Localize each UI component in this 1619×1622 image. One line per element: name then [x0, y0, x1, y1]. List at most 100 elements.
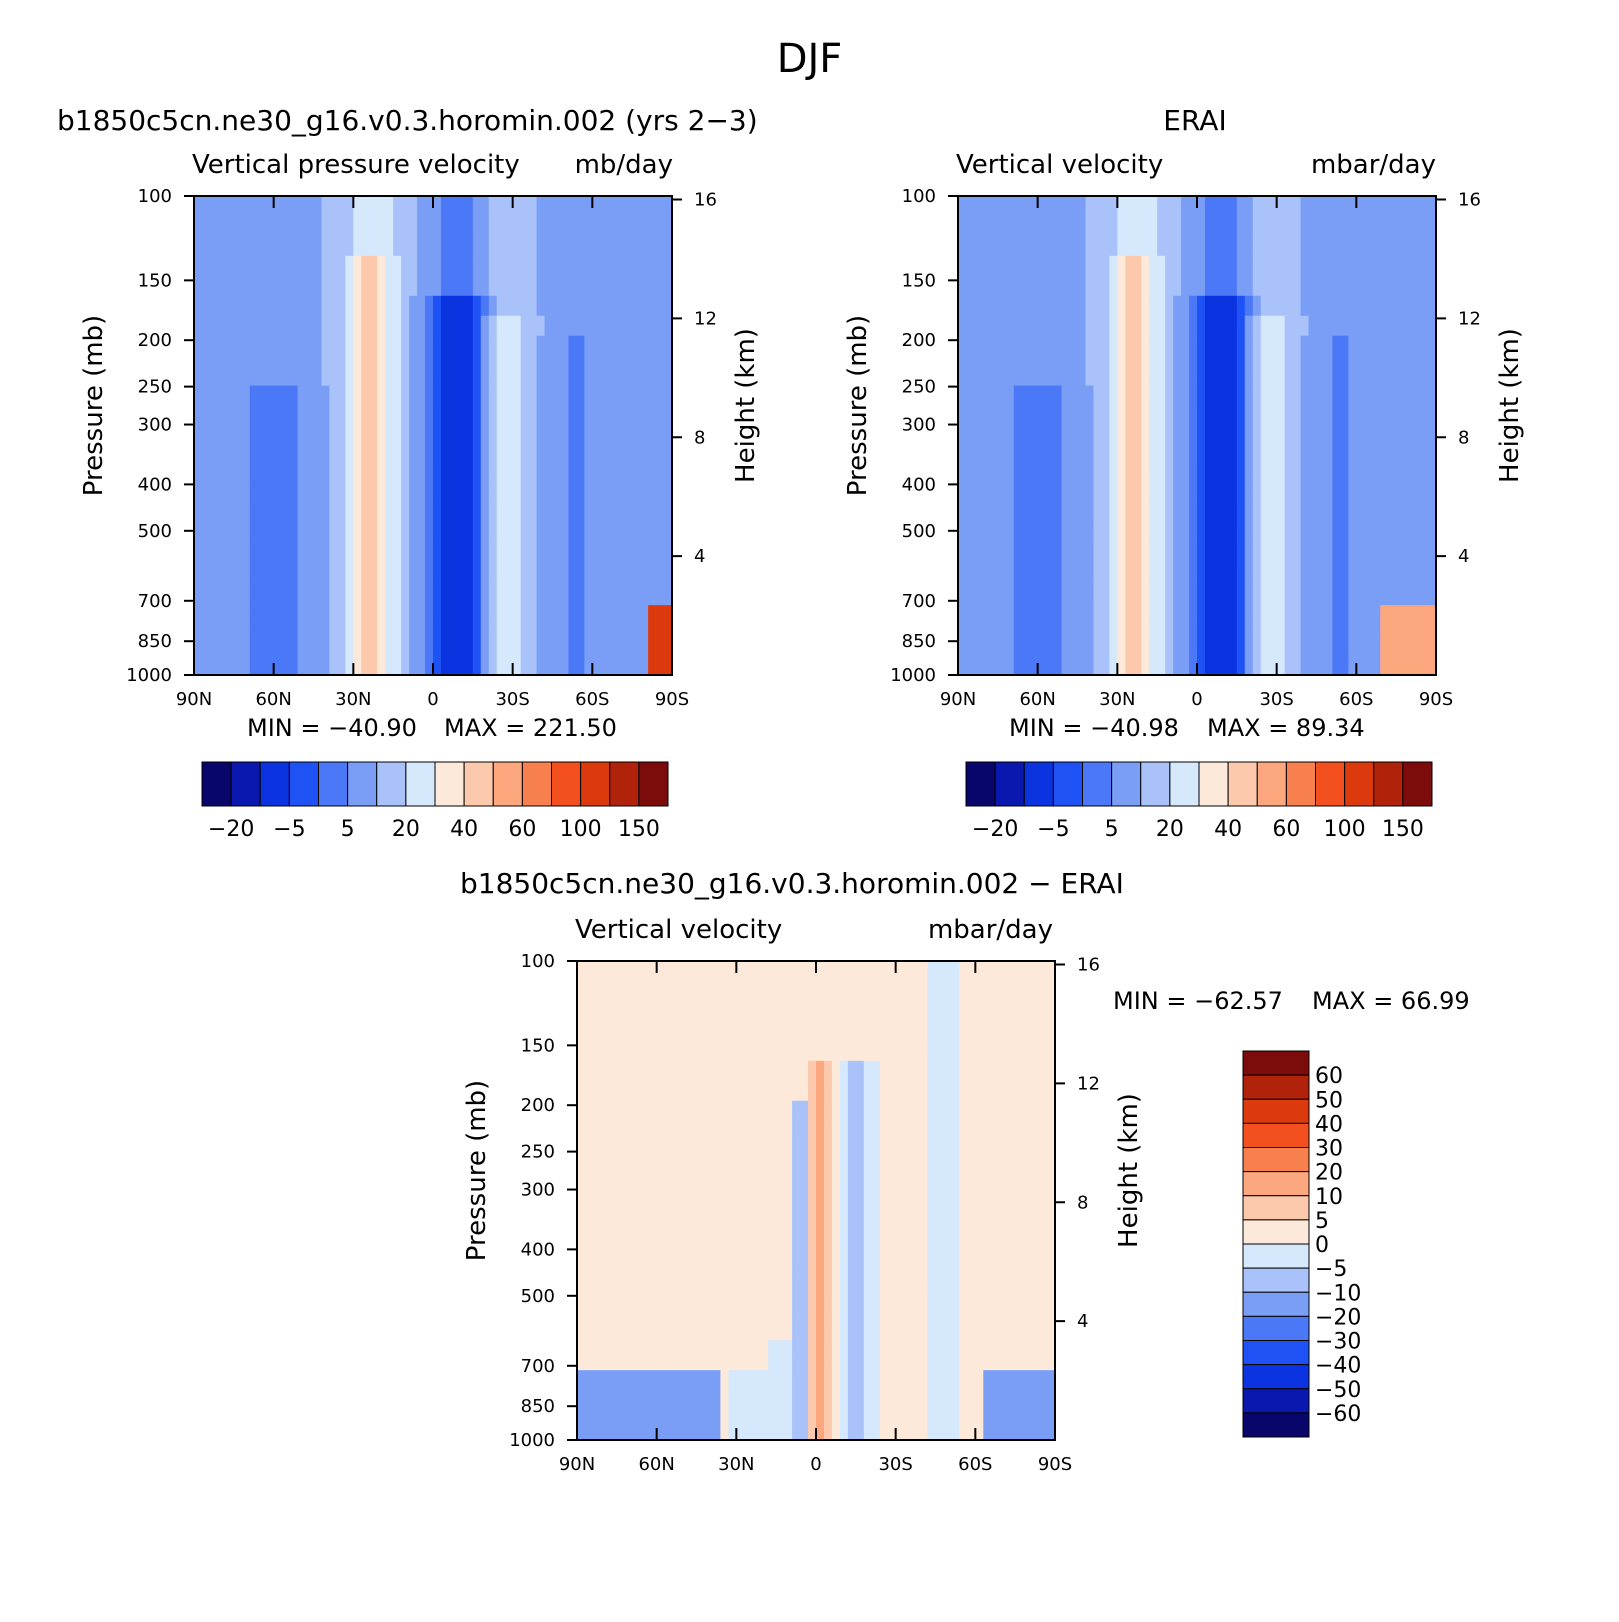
heatmap-cell	[257, 615, 267, 626]
heatmap-cell	[656, 355, 665, 367]
heatmap-cell	[1428, 345, 1437, 357]
heatmap-cell	[265, 445, 275, 457]
heatmap-cell	[1181, 525, 1190, 536]
heatmap-cell	[361, 196, 370, 207]
heatmap-cell	[273, 395, 283, 407]
colorbar-box	[288, 761, 319, 807]
heatmap-cell	[1189, 295, 1198, 307]
heatmap-cell	[965, 365, 975, 377]
heatmap-cell	[1005, 435, 1015, 447]
heatmap-cell	[249, 435, 259, 447]
heatmap-cell	[273, 245, 283, 257]
heatmap-cell	[624, 325, 633, 337]
heatmap-cell	[1252, 435, 1262, 447]
heatmap-cell	[1093, 405, 1102, 417]
heatmap-cell	[464, 215, 474, 227]
heatmap-cell	[616, 395, 625, 407]
heatmap-cell	[656, 445, 665, 457]
heatmap-cell	[1077, 415, 1087, 427]
heatmap-cell	[1053, 205, 1063, 217]
heatmap-cell	[425, 365, 434, 377]
heatmap-cell	[265, 585, 275, 596]
heatmap-cell	[608, 345, 617, 357]
heatmap-cell	[1117, 375, 1126, 387]
heatmap-cell	[528, 265, 538, 277]
heatmap-cell	[257, 225, 267, 237]
heatmap-cell	[624, 535, 633, 546]
heatmap-cell	[1109, 365, 1118, 377]
heatmap-cell	[592, 455, 601, 467]
heatmap-cell	[233, 505, 243, 516]
heatmap-cell	[480, 355, 490, 367]
heatmap-cell	[448, 575, 458, 586]
heatmap-cell	[624, 665, 633, 676]
heatmap-cell	[313, 345, 323, 357]
heatmap-cell	[1268, 245, 1278, 257]
heatmap-cell	[997, 196, 1007, 207]
heatmap-cell	[1077, 505, 1087, 516]
heatmap-cell	[512, 255, 522, 267]
heatmap-cell	[313, 635, 323, 646]
heatmap-cell	[1316, 395, 1326, 407]
heatmap-cell	[958, 285, 967, 297]
heatmap-cell	[289, 315, 299, 327]
heatmap-cell	[576, 215, 585, 227]
panel3-title: b1850c5cn.ne30_g16.v0.3.horomin.002 − ER…	[460, 867, 1124, 900]
heatmap-cell	[1268, 415, 1278, 427]
heatmap-cell	[1045, 255, 1055, 267]
heatmap-cell	[1268, 196, 1278, 207]
heatmap-cell	[369, 225, 378, 237]
heatmap-cell	[536, 645, 546, 656]
heatmap-cell	[592, 545, 601, 556]
heatmap-cell	[1197, 405, 1206, 417]
heatmap-cell	[1364, 375, 1373, 387]
heatmap-cell	[425, 485, 434, 496]
heatmap-cell	[1117, 265, 1126, 277]
heatmap-cell	[584, 615, 593, 626]
heatmap-cell	[225, 295, 235, 307]
heatmap-cell	[345, 505, 354, 516]
heatmap-cell	[544, 665, 554, 676]
heatmap-cell	[1021, 435, 1031, 447]
heatmap-cell	[1300, 225, 1310, 237]
heatmap-cell	[209, 545, 219, 556]
heatmap-cell	[297, 235, 307, 247]
heatmap-cell	[233, 435, 243, 447]
colorbar-label: −20	[208, 817, 254, 842]
heatmap-cell	[1388, 415, 1397, 427]
heatmap-cell	[1029, 445, 1039, 457]
heatmap-cell	[1300, 495, 1310, 506]
heatmap-cell	[965, 515, 975, 526]
heatmap-cell	[209, 605, 219, 616]
heatmap-cell	[1053, 495, 1063, 506]
heatmap-cell	[401, 395, 410, 407]
heatmap-cell	[480, 485, 490, 496]
heatmap-cell	[377, 405, 386, 417]
heatmap-cell	[1428, 365, 1437, 377]
heatmap-cell	[241, 535, 251, 546]
heatmap-cell	[1029, 515, 1039, 526]
heatmap-cell	[1101, 315, 1110, 327]
heatmap-cell	[1045, 395, 1055, 407]
heatmap-cell	[417, 595, 426, 606]
heatmap-cell	[528, 645, 538, 656]
heatmap-cell	[225, 265, 235, 277]
heatmap-cell	[369, 235, 378, 247]
heatmap-cell	[1228, 215, 1238, 227]
heatmap-cell	[433, 355, 442, 367]
heatmap-cell	[377, 495, 386, 506]
heatmap-cell	[448, 315, 458, 327]
heatmap-cell	[281, 515, 291, 526]
heatmap-cell	[552, 525, 562, 536]
heatmap-cell	[472, 275, 482, 287]
heatmap-cell	[1356, 445, 1365, 457]
heatmap-cell	[512, 625, 522, 636]
heatmap-cell	[265, 305, 275, 317]
heatmap-cell	[1109, 485, 1118, 496]
heatmap-cell	[973, 255, 983, 267]
heatmap-cell	[1276, 415, 1286, 427]
heatmap-cell	[624, 465, 633, 477]
heatmap-cell	[409, 435, 418, 447]
heatmap-cell	[1244, 525, 1254, 536]
heatmap-cell	[1324, 215, 1334, 227]
